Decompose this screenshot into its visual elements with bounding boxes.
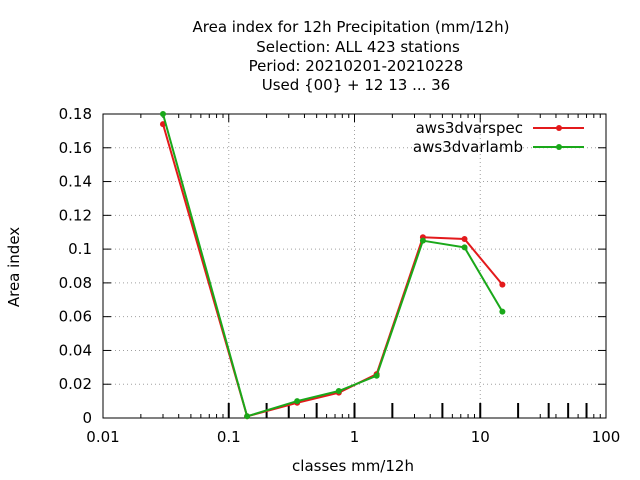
data-point-aws3dvarspec [461,235,468,242]
data-point-aws3dvarlamb [499,308,506,315]
y-tick-label: 0.04 [59,341,92,359]
legend-marker-aws3dvarlamb [556,144,562,150]
data-point-aws3dvarlamb [419,237,426,244]
y-tick-label: 0.18 [59,105,92,123]
chart-title-line-4: Used {00} + 12 13 ... 36 [262,76,450,94]
x-axis: 0.01 0.1 1 10 100 [86,114,620,446]
y-tick-label: 0.16 [59,139,92,157]
data-point-aws3dvarlamb [373,372,380,379]
data-point-aws3dvarlamb [335,387,342,394]
y-tick-label: 0.08 [59,274,92,292]
legend-label-aws3dvarlamb: aws3dvarlamb [413,138,523,156]
y-tick-label: 0 [82,409,92,427]
legend-marker-aws3dvarspec [556,125,562,131]
data-point-aws3dvarspec [499,281,506,288]
data-point-aws3dvarlamb [159,111,166,117]
y-axis-label: Area index [5,227,23,307]
grid [103,114,606,418]
legend-label-aws3dvarspec: aws3dvarspec [416,119,523,137]
x-tick-label: 1 [350,428,360,446]
y-tick-label: 0.14 [59,173,92,191]
y-tick-label: 0.06 [59,308,92,326]
y-tick-label: 0.02 [59,375,92,393]
chart-title: Area index for 12h Precipitation (mm/12h… [193,18,510,94]
chart-title-line-3: Period: 20210201-20210228 [249,57,464,75]
x-tick-label: 100 [592,428,621,446]
x-tick-label: 0.01 [86,428,119,446]
y-tick-label: 0.1 [68,240,92,258]
y-tick-label: 0.12 [59,206,92,224]
data-point-aws3dvarlamb [461,244,468,251]
chart-title-line-2: Selection: ALL 423 stations [256,38,460,56]
data-point-aws3dvarlamb [294,398,301,405]
data-series [159,111,506,420]
x-axis-label: classes mm/12h [292,457,414,475]
data-point-aws3dvarlamb [244,413,251,420]
chart-title-line-1: Area index for 12h Precipitation (mm/12h… [193,18,510,36]
series-line-aws3dvarlamb [162,113,504,418]
y-axis: 0 0.02 0.04 0.06 0.08 0.1 0.12 0.14 0.16 0.18 [59,105,606,427]
x-tick-label: 0.1 [217,428,241,446]
series-line-aws3dvarspec [162,123,504,418]
x-tick-label: 10 [471,428,490,446]
